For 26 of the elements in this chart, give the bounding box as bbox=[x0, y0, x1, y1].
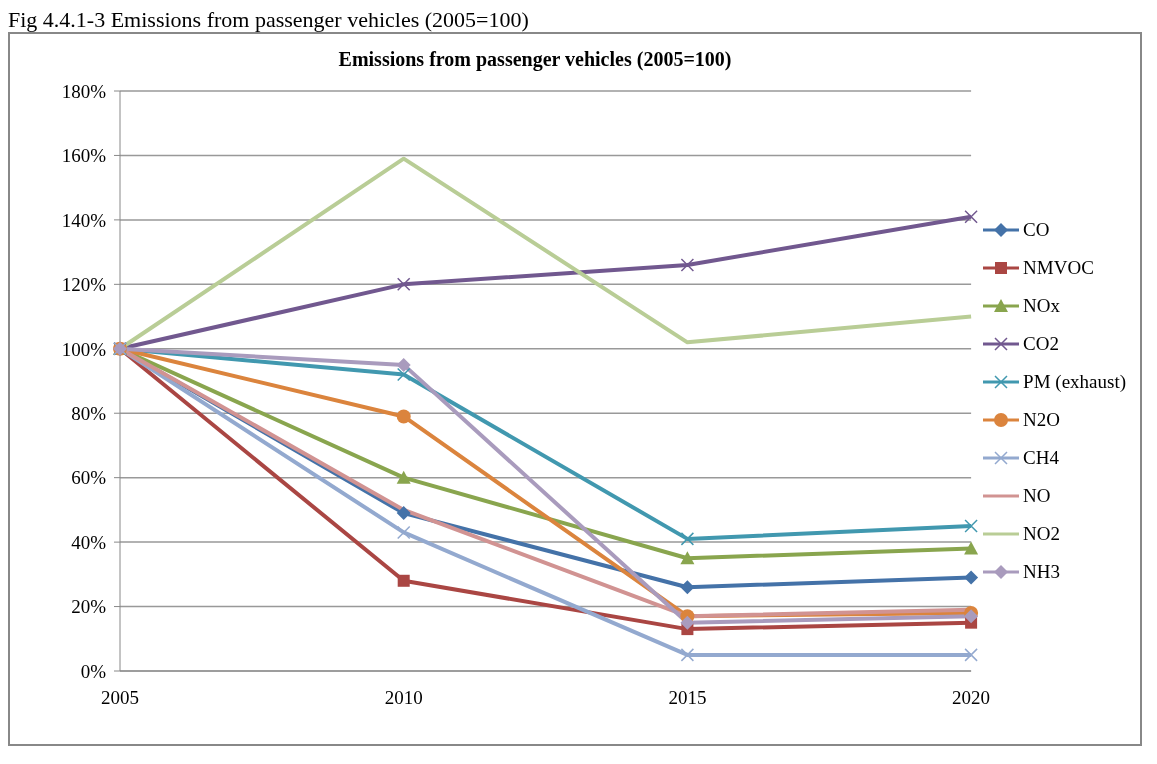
y-tick-label: 180% bbox=[61, 80, 107, 102]
y-tick-label: 100% bbox=[61, 338, 107, 360]
x-tick-label: 2015 bbox=[668, 687, 707, 709]
y-tick-label: 140% bbox=[61, 209, 107, 231]
y-tick-label: 160% bbox=[61, 145, 107, 167]
y-tick-label: 40% bbox=[71, 531, 107, 553]
y-tick-label: 80% bbox=[71, 402, 107, 424]
legend-label: NO2 bbox=[1023, 523, 1061, 545]
legend-label: CH4 bbox=[1023, 447, 1059, 469]
legend-label: CO bbox=[1023, 219, 1050, 241]
y-tick-label: 120% bbox=[61, 274, 107, 296]
chart-title: Emissions from passenger vehicles (2005=100) bbox=[337, 48, 733, 71]
x-tick-label: 2005 bbox=[101, 687, 139, 709]
legend-label: NMVOC bbox=[1023, 257, 1094, 279]
legend-label: PM (exhaust) bbox=[1023, 371, 1126, 393]
y-tick-label: 0% bbox=[80, 660, 107, 682]
legend-label: NO bbox=[1023, 485, 1051, 507]
caption: Fig 4.4.1-3 Emissions from passenger vehicles (2005=100) bbox=[8, 7, 530, 32]
y-tick-label: 20% bbox=[71, 596, 107, 618]
legend-label: CO2 bbox=[1023, 333, 1059, 355]
x-tick-label: 2020 bbox=[952, 687, 991, 709]
legend-label: NOx bbox=[1023, 295, 1061, 317]
x-tick-label: 2010 bbox=[384, 687, 423, 709]
legend-label: NH3 bbox=[1023, 561, 1061, 583]
legend-label: N2O bbox=[1023, 409, 1061, 431]
y-tick-label: 60% bbox=[71, 467, 107, 489]
